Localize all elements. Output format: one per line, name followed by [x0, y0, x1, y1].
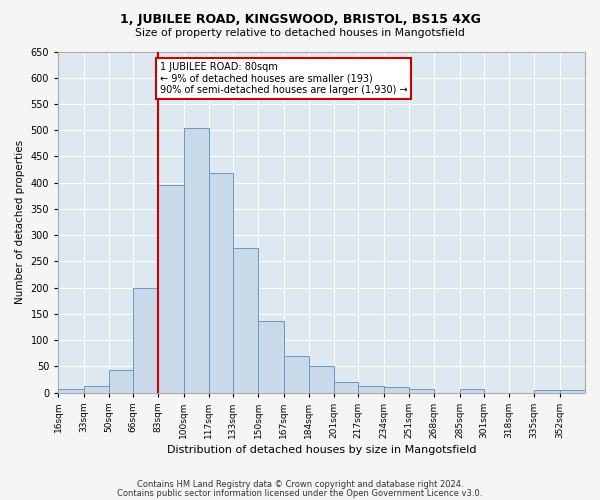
- Y-axis label: Number of detached properties: Number of detached properties: [15, 140, 25, 304]
- Bar: [209, 174, 233, 392]
- Bar: [334, 382, 358, 392]
- Bar: [109, 370, 133, 392]
- Bar: [534, 390, 560, 392]
- Bar: [158, 186, 184, 392]
- Text: Size of property relative to detached houses in Mangotsfield: Size of property relative to detached ho…: [135, 28, 465, 38]
- Bar: [409, 389, 434, 392]
- Bar: [284, 356, 309, 393]
- Text: 1, JUBILEE ROAD, KINGSWOOD, BRISTOL, BS15 4XG: 1, JUBILEE ROAD, KINGSWOOD, BRISTOL, BS1…: [119, 12, 481, 26]
- Text: 1 JUBILEE ROAD: 80sqm
← 9% of detached houses are smaller (193)
90% of semi-deta: 1 JUBILEE ROAD: 80sqm ← 9% of detached h…: [160, 62, 407, 95]
- Text: Contains public sector information licensed under the Open Government Licence v3: Contains public sector information licen…: [118, 488, 482, 498]
- Bar: [460, 389, 484, 392]
- Bar: [383, 388, 409, 392]
- X-axis label: Distribution of detached houses by size in Mangotsfield: Distribution of detached houses by size …: [167, 445, 476, 455]
- Bar: [358, 386, 383, 392]
- Bar: [309, 366, 334, 392]
- Bar: [133, 288, 158, 393]
- Bar: [184, 128, 209, 392]
- Bar: [58, 389, 83, 392]
- Bar: [560, 390, 585, 392]
- Bar: [83, 386, 109, 392]
- Bar: [233, 248, 258, 392]
- Bar: [258, 320, 284, 392]
- Text: Contains HM Land Registry data © Crown copyright and database right 2024.: Contains HM Land Registry data © Crown c…: [137, 480, 463, 489]
